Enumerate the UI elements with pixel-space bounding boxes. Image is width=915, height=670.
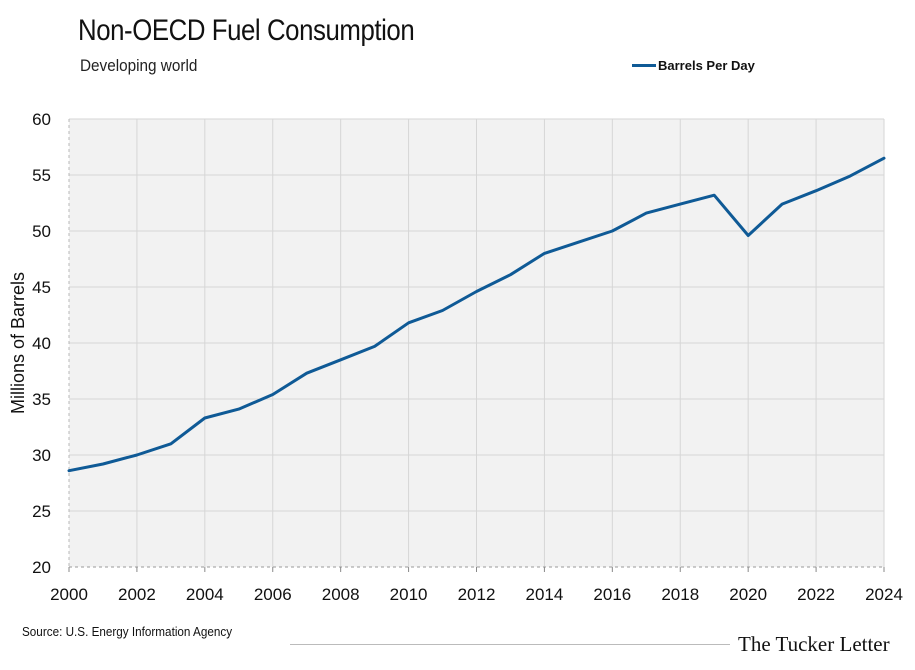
- x-tick-label: 2010: [390, 585, 428, 604]
- x-tick-label: 2014: [526, 585, 564, 604]
- x-tick-label: 2016: [593, 585, 631, 604]
- x-tick-label: 2002: [118, 585, 156, 604]
- series-line: [67, 156, 886, 473]
- source-note: Source: U.S. Energy Information Agency: [22, 624, 233, 639]
- brand-wordmark: The Tucker Letter: [738, 632, 890, 656]
- y-tick-label: 20: [32, 558, 51, 577]
- y-tick-label: 60: [32, 110, 51, 129]
- legend-swatch: [632, 64, 656, 67]
- series-group: [67, 156, 886, 473]
- y-axis-ticks: 20 25 30 35 40 45 50 55 60: [32, 110, 51, 577]
- y-tick-label: 50: [32, 222, 51, 241]
- chart-title: Non-OECD Fuel Consumption: [78, 14, 415, 47]
- y-tick-label: 25: [32, 502, 51, 521]
- x-tick-label: 2024: [865, 585, 903, 604]
- x-tick-label: 2022: [797, 585, 835, 604]
- legend-label: Barrels Per Day: [658, 58, 755, 73]
- x-tick-label: 2012: [458, 585, 496, 604]
- x-tick-label: 2004: [186, 585, 224, 604]
- x-tick-label: 2018: [661, 585, 699, 604]
- y-tick-label: 30: [32, 446, 51, 465]
- x-tick-label: 2008: [322, 585, 360, 604]
- gridlines: [69, 118, 885, 567]
- x-tick-label: 2000: [50, 585, 88, 604]
- legend: Barrels Per Day: [632, 58, 755, 73]
- footer-divider: [290, 644, 730, 645]
- x-tick-label: 2006: [254, 585, 292, 604]
- y-tick-label: 35: [32, 390, 51, 409]
- y-tick-label: 45: [32, 278, 51, 297]
- x-axis-ticks: 2000 2002 2004 2006 2008 2010 2012 2014 2016 2018…: [50, 567, 903, 604]
- y-tick-label: 40: [32, 334, 51, 353]
- y-tick-label: 55: [32, 166, 51, 185]
- x-tick-label: 2020: [729, 585, 767, 604]
- y-axis-label: Millions of Barrels: [8, 272, 28, 414]
- chart-subtitle: Developing world: [80, 56, 198, 75]
